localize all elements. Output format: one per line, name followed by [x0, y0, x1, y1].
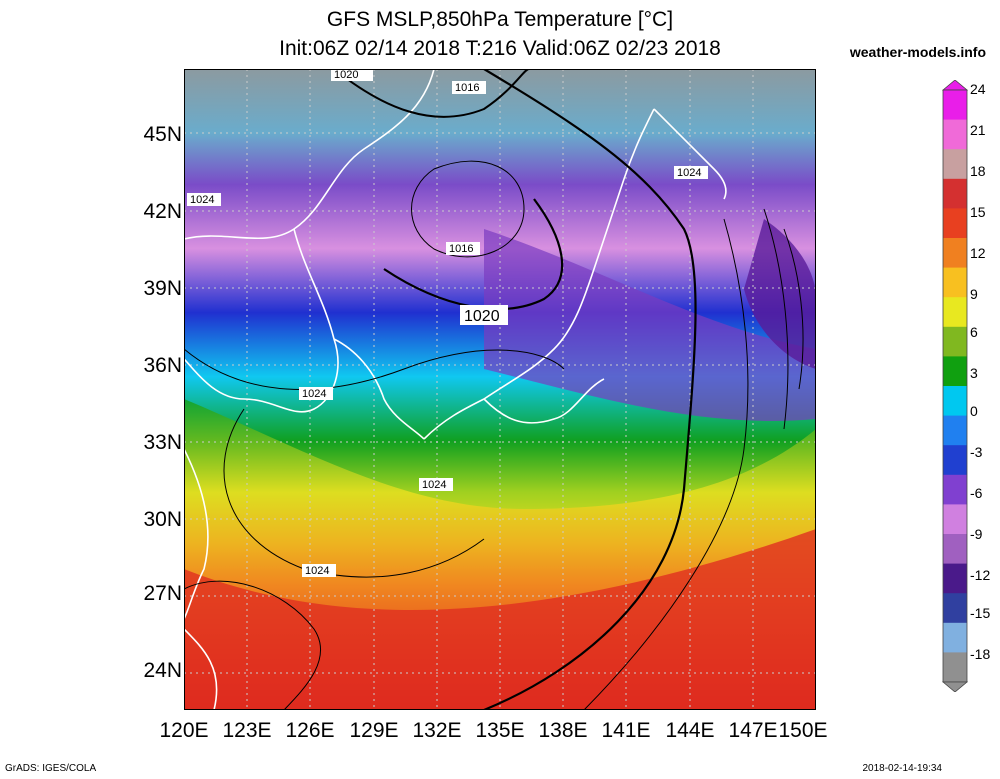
isobar-label: 1016	[455, 82, 479, 94]
isobar-label: 1024	[302, 388, 326, 400]
colorbar-segment	[943, 178, 967, 209]
lat-label: 30N	[143, 508, 182, 531]
colorbar-segment	[943, 119, 967, 150]
lon-label: 144E	[665, 719, 715, 742]
colorbar-label: 6	[970, 324, 978, 340]
colorbar-segment	[943, 149, 967, 180]
lon-label: 132E	[412, 719, 462, 742]
isobar-label: 1020	[464, 308, 500, 325]
weather-map: 1020 1016 1024 1016 1020 1024 1024 1024 …	[183, 67, 816, 712]
colorbar-label: -15	[970, 605, 991, 621]
footer-timestamp: 2018-02-14-19:34	[862, 763, 942, 774]
colorbar-label: 3	[970, 365, 978, 381]
site-credit: weather-models.info	[849, 44, 986, 60]
lon-label: 138E	[538, 719, 588, 742]
isobar-label: 1024	[190, 194, 214, 206]
lat-label: 24N	[143, 659, 182, 682]
colorbar-segment	[943, 534, 967, 565]
colorbar-label: -12	[970, 567, 991, 583]
lon-label: 129E	[349, 719, 399, 742]
colorbar-segment	[943, 474, 967, 505]
colorbar-segment	[943, 267, 967, 298]
colorbar-label: 0	[970, 403, 978, 419]
coastlines	[183, 68, 727, 711]
lon-label: 126E	[285, 719, 335, 742]
colorbar-segment	[943, 622, 967, 653]
cold-core	[744, 219, 816, 369]
colorbar-segment	[943, 326, 967, 357]
map-frame	[184, 69, 816, 710]
isobar-label: 1024	[677, 167, 701, 179]
graticule	[184, 69, 816, 710]
lat-label: 39N	[143, 277, 182, 300]
colorbar-segment	[943, 563, 967, 594]
isobar-labels: 1020 1016 1024 1016 1020 1024 1024 1024 …	[187, 67, 708, 577]
colorbar-bottom-arrow	[941, 681, 969, 692]
colorbar-label: -18	[970, 646, 991, 662]
lat-label: 27N	[143, 582, 182, 605]
lat-label: 45N	[143, 123, 182, 146]
colorbar-label: 15	[970, 204, 986, 220]
colorbar-label: 21	[970, 122, 986, 138]
isobar-label: 1020	[334, 69, 358, 81]
isobar-label: 1016	[449, 243, 473, 255]
footer-credit: GrADS: IGES/COLA	[5, 763, 97, 774]
map-canvas: 1020 1016 1024 1016 1020 1024 1024 1024 …	[183, 67, 816, 712]
colorbar-segment	[943, 652, 967, 683]
colorbar-label: -9	[970, 526, 983, 542]
cold-band	[484, 229, 816, 421]
colorbar-label: -3	[970, 444, 983, 460]
colorbar-segment	[943, 356, 967, 387]
lon-label: 141E	[601, 719, 651, 742]
colorbar-label: 9	[970, 286, 978, 302]
colorbar-top-arrow	[941, 80, 969, 91]
lon-label: 123E	[222, 719, 272, 742]
chart-title-line1: GFS MSLP,850hPa Temperature [°C]	[326, 8, 674, 31]
chart-title-line2: Init:06Z 02/14 2018 T:216 Valid:06Z 02/2…	[279, 37, 721, 60]
colorbar-segment	[943, 238, 967, 269]
colorbar-segment	[943, 593, 967, 624]
colorbar-segment	[943, 445, 967, 476]
colorbar-segment	[943, 504, 967, 535]
colorbar-segments	[942, 89, 968, 683]
lon-label: 150E	[778, 719, 828, 742]
lat-label: 33N	[143, 431, 182, 454]
lat-label: 42N	[143, 200, 182, 223]
colorbar-label: -6	[970, 485, 983, 501]
colorbar-label: 12	[970, 245, 986, 261]
colorbar-label: 24	[970, 81, 986, 97]
colorbar	[941, 80, 969, 692]
isobar-label: 1024	[422, 479, 446, 491]
colorbar-segment	[943, 90, 967, 121]
lon-label: 120E	[159, 719, 209, 742]
isobars	[183, 68, 804, 712]
hot-region	[184, 529, 816, 710]
colorbar-segment	[943, 386, 967, 417]
colorbar-segment	[943, 415, 967, 446]
lon-label: 147E	[728, 719, 778, 742]
colorbar-segment	[943, 297, 967, 328]
colorbar-segment	[943, 208, 967, 239]
colorbar-label: 18	[970, 163, 986, 179]
lat-label: 36N	[143, 354, 182, 377]
isobar-label: 1024	[305, 565, 329, 577]
lon-label: 135E	[475, 719, 525, 742]
